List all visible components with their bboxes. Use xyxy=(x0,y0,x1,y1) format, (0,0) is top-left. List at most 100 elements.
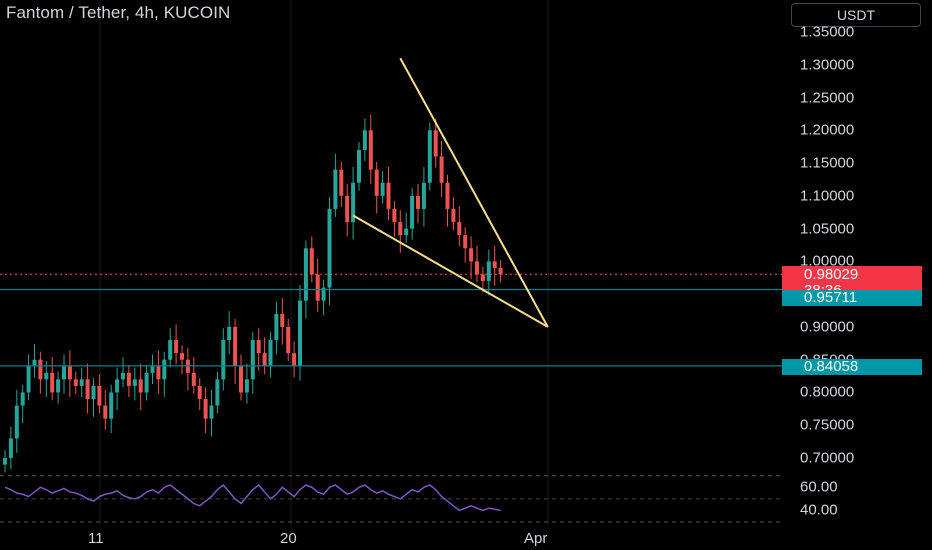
candle-body xyxy=(368,130,373,170)
candle-body xyxy=(67,366,72,380)
price-tick: 1.15000 xyxy=(800,154,855,172)
candle-body xyxy=(44,372,49,380)
price-tick: 1.05000 xyxy=(800,220,855,238)
candle-body xyxy=(480,274,485,282)
candle-body xyxy=(97,385,102,406)
candle-body xyxy=(156,366,161,380)
candle-body xyxy=(197,385,202,400)
candle-body xyxy=(126,372,131,386)
candle-body xyxy=(333,169,338,209)
candle-body xyxy=(351,182,356,223)
candle-body xyxy=(8,438,13,458)
candle-body xyxy=(469,248,474,262)
candle-body xyxy=(38,359,43,380)
candle-body xyxy=(445,182,450,209)
candle-body xyxy=(416,195,420,209)
candle-body xyxy=(345,195,350,223)
candle-body xyxy=(298,300,302,367)
candle-body xyxy=(386,182,391,209)
candle-body xyxy=(79,379,84,386)
candle-body xyxy=(286,326,291,354)
rsi-tick: 60.00 xyxy=(800,478,838,496)
price-tick: 1.00000 xyxy=(800,252,855,270)
candle-body xyxy=(14,405,19,439)
candle-body xyxy=(56,379,61,393)
candle-body xyxy=(132,379,137,386)
candle-body xyxy=(463,235,468,249)
candle-body xyxy=(374,169,379,196)
candle-body xyxy=(309,248,314,275)
price-tick: 1.20000 xyxy=(800,121,855,139)
candle-body xyxy=(315,274,320,301)
candle-body xyxy=(138,379,143,393)
candle-body xyxy=(85,379,90,400)
candle-body xyxy=(115,379,120,393)
candle-body xyxy=(451,208,456,223)
candle-body xyxy=(26,366,31,393)
candle-body xyxy=(180,353,184,360)
time-tick: 20 xyxy=(280,530,297,547)
candle-body xyxy=(380,182,385,196)
candle-body xyxy=(250,340,255,380)
rsi-panel xyxy=(0,475,782,523)
candle-body xyxy=(3,458,7,465)
candle-body xyxy=(62,366,66,380)
candles xyxy=(3,114,503,473)
candle-body xyxy=(215,379,220,406)
candle-body xyxy=(109,392,114,419)
candle-body xyxy=(121,372,125,380)
symbol-title[interactable]: Fantom / Tether, 4h, KUCOIN xyxy=(6,3,231,22)
candle-body xyxy=(392,208,397,223)
candle-body xyxy=(268,340,273,367)
time-tick: 11 xyxy=(88,530,104,547)
candle-body xyxy=(357,149,361,183)
candle-body xyxy=(274,313,279,341)
candle-body xyxy=(20,392,25,406)
candle-body xyxy=(162,359,167,380)
candle-body xyxy=(439,156,444,183)
current-price-value: 0.98029 xyxy=(804,266,859,283)
candle-body xyxy=(174,340,179,354)
trendline-0 xyxy=(399,57,549,328)
grid xyxy=(99,0,549,525)
rsi-tick: 40.00 xyxy=(800,501,838,519)
candle-body xyxy=(262,353,267,367)
level-badge-lower: 0.84058 xyxy=(782,359,922,375)
candle-body xyxy=(73,379,78,386)
candle-body xyxy=(457,222,462,236)
candle-body xyxy=(103,405,108,419)
trendline-1 xyxy=(352,214,549,328)
candle-body xyxy=(492,261,497,268)
candle-body xyxy=(191,372,196,386)
candle-body xyxy=(150,366,155,373)
price-tick: 0.90000 xyxy=(800,318,855,336)
price-tick: 1.10000 xyxy=(800,187,855,205)
candle-body xyxy=(280,313,285,327)
currency-button[interactable]: USDT xyxy=(791,3,921,27)
candle-body xyxy=(327,208,332,288)
candle-body xyxy=(292,353,297,367)
candle-body xyxy=(339,169,344,196)
time-tick: Apr xyxy=(524,530,548,547)
candle-body xyxy=(209,405,214,419)
price-tick: 0.75000 xyxy=(800,416,855,434)
candle-body xyxy=(433,130,438,157)
candle-body xyxy=(410,195,415,229)
price-tick: 1.35000 xyxy=(800,23,855,41)
candle-body xyxy=(404,228,409,236)
candle-body xyxy=(144,372,149,393)
candle-body xyxy=(50,372,55,393)
candle-body xyxy=(227,326,232,341)
candle-body xyxy=(203,399,208,419)
candle-body xyxy=(321,287,326,301)
candle-body xyxy=(256,340,261,354)
candle-body xyxy=(427,130,432,183)
level-badge-upper: 0.95711 xyxy=(782,290,922,306)
price-tick: 1.30000 xyxy=(800,56,855,74)
candle-body xyxy=(221,340,226,380)
price-tick: 1.25000 xyxy=(800,89,855,107)
overlays xyxy=(0,57,782,367)
candle-body xyxy=(91,385,96,400)
candle-body xyxy=(398,222,403,236)
